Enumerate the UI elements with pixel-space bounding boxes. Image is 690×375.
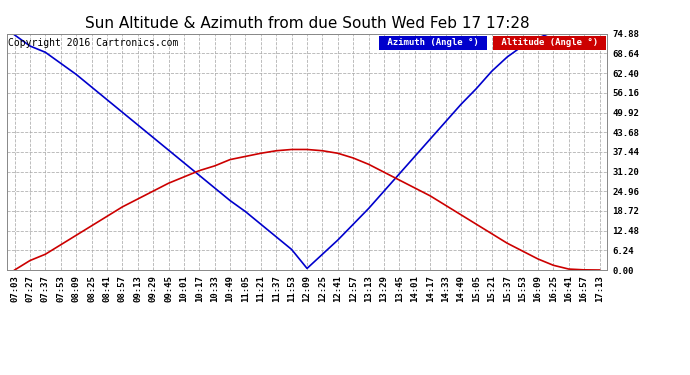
Title: Sun Altitude & Azimuth from due South Wed Feb 17 17:28: Sun Altitude & Azimuth from due South We… — [85, 16, 529, 31]
Text: Altitude (Angle °): Altitude (Angle °) — [496, 39, 604, 48]
Text: Copyright 2016 Cartronics.com: Copyright 2016 Cartronics.com — [8, 39, 179, 48]
Text: Azimuth (Angle °): Azimuth (Angle °) — [382, 39, 484, 48]
